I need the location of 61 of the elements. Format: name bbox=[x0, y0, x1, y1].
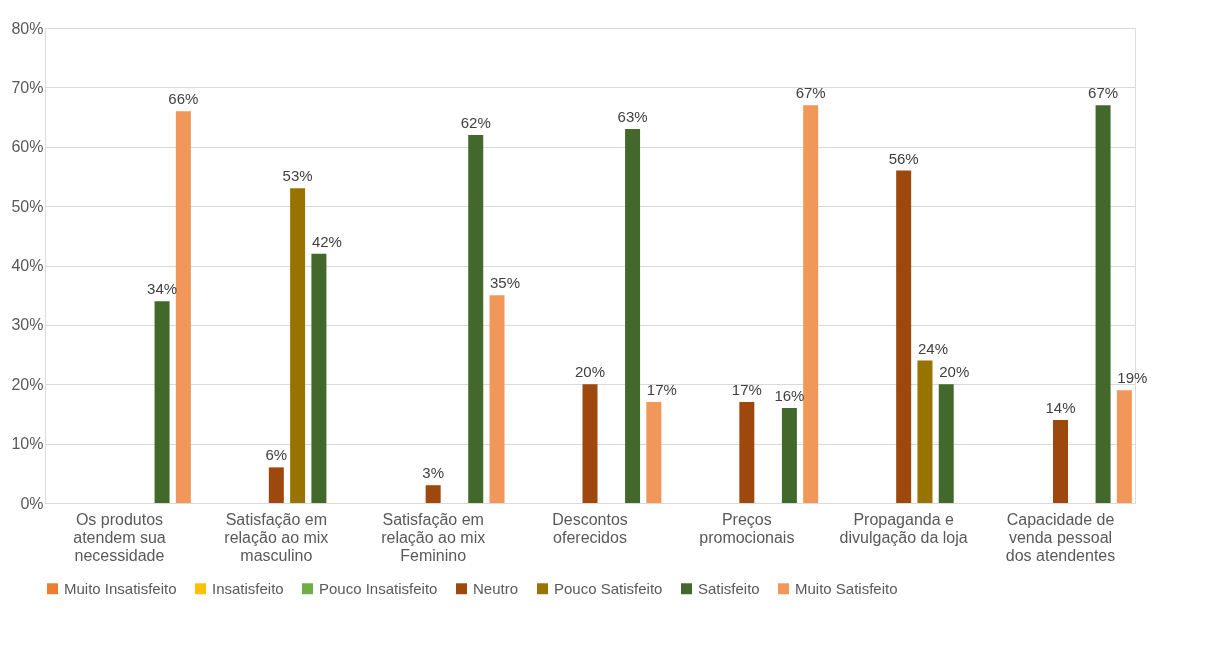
x-tick-label: Satisfação em relação ao mix masculino bbox=[224, 510, 329, 564]
data-label: 3% bbox=[422, 464, 445, 482]
data-label: 63% bbox=[617, 107, 648, 125]
bar bbox=[1053, 419, 1068, 503]
legend-label: Muito Satisfeito bbox=[795, 579, 898, 597]
data-label: 6% bbox=[265, 446, 288, 464]
data-label: 62% bbox=[460, 113, 491, 131]
y-tick-label: 0% bbox=[20, 494, 44, 512]
y-tick-label: 40% bbox=[11, 257, 44, 274]
data-label: 53% bbox=[282, 167, 313, 185]
bar bbox=[290, 188, 306, 503]
data-label: 14% bbox=[1045, 398, 1076, 416]
bar bbox=[646, 402, 662, 503]
y-tick-label: 70% bbox=[11, 78, 44, 96]
data-label: 67% bbox=[795, 84, 826, 102]
x-tick-label: Os produtos atendem sua necessidade bbox=[73, 510, 166, 564]
legend-label: Muito Insatisfeito bbox=[64, 579, 177, 597]
bar bbox=[175, 111, 191, 503]
x-tick-label: Capacidade de venda pessoal dos atendentes bbox=[1005, 510, 1116, 564]
y-tick-label: 20% bbox=[11, 375, 44, 393]
x-tick-label: Propaganda e divulgação da loja bbox=[839, 510, 968, 546]
bar bbox=[311, 253, 327, 503]
data-label: 20% bbox=[574, 363, 606, 381]
x-tick-label: Descontos oferecidos bbox=[552, 510, 628, 546]
y-tick-label: 10% bbox=[11, 435, 44, 453]
legend-label: Pouco Satisfeito bbox=[554, 579, 663, 597]
data-label: 35% bbox=[490, 274, 521, 292]
x-tick-label: Satisfação em relação ao mix Feminino bbox=[381, 510, 486, 564]
y-tick-label: 50% bbox=[11, 197, 44, 215]
legend-label: Pouco Insatisfeito bbox=[319, 579, 438, 597]
data-label: 42% bbox=[311, 232, 342, 250]
bar bbox=[425, 485, 441, 503]
bar bbox=[1116, 390, 1132, 503]
data-label: 67% bbox=[1088, 84, 1119, 102]
bar bbox=[739, 402, 755, 503]
data-label: 17% bbox=[646, 381, 677, 399]
legend-label: Neutro bbox=[473, 579, 519, 597]
y-tick-label: 30% bbox=[11, 316, 44, 334]
bar bbox=[489, 295, 505, 503]
y-tick-label: 80% bbox=[11, 19, 44, 37]
bar bbox=[468, 134, 484, 503]
bar bbox=[1095, 105, 1111, 503]
data-label: 56% bbox=[888, 149, 919, 167]
data-label: 24% bbox=[917, 339, 948, 357]
data-label: 66% bbox=[168, 90, 199, 108]
bar bbox=[781, 408, 797, 503]
legend-label: Satisfeito bbox=[698, 579, 760, 597]
y-tick-label: 60% bbox=[11, 138, 44, 156]
bar bbox=[896, 170, 912, 503]
bar bbox=[268, 467, 284, 503]
data-label: 19% bbox=[1117, 369, 1148, 387]
data-label: 20% bbox=[939, 363, 970, 381]
bar bbox=[917, 360, 933, 503]
x-tick-label: Preços promocionais bbox=[699, 510, 795, 546]
bar bbox=[803, 105, 819, 503]
bar bbox=[625, 128, 641, 503]
legend-label: Insatisfeito bbox=[212, 579, 284, 597]
bar bbox=[938, 384, 954, 503]
bar bbox=[582, 384, 598, 503]
data-label: 17% bbox=[731, 381, 762, 399]
bar bbox=[154, 301, 170, 503]
